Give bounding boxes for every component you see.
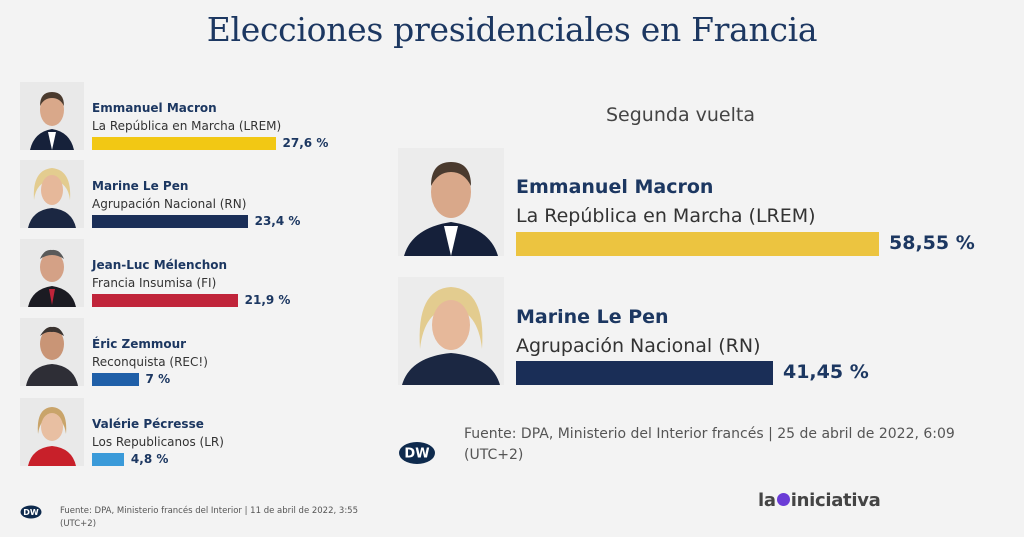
brand-dot-icon — [776, 492, 790, 506]
result-bar — [92, 294, 238, 307]
candidate-party: Reconquista (REC!) — [92, 355, 208, 369]
first-round-candidate: Jean-Luc Mélenchon Francia Insumisa (FI)… — [20, 239, 360, 313]
second-round-party: La República en Marcha (LREM) — [516, 205, 816, 227]
second-round-bar — [516, 361, 773, 385]
candidate-name: Emmanuel Macron — [92, 101, 217, 115]
second-round-name: Marine Le Pen — [516, 306, 669, 328]
second-round-name: Emmanuel Macron — [516, 176, 714, 198]
first-round-candidate: Éric Zemmour Reconquista (REC!) 7 % — [20, 318, 360, 392]
brand-text-pre: la — [758, 490, 776, 511]
result-value: 27,6 % — [282, 136, 329, 150]
result-value: 7 % — [145, 372, 171, 386]
second-round-value: 41,45 % — [782, 361, 869, 383]
result-bar — [92, 373, 139, 386]
candidate-photo — [20, 318, 84, 386]
second-round-source: Fuente: DPA, Ministerio del Interior fra… — [464, 426, 955, 463]
candidate-name: Éric Zemmour — [92, 337, 187, 351]
second-round-party: Agrupación Nacional (RN) — [516, 335, 761, 357]
dw-logo-text: DW — [404, 447, 429, 462]
candidate-photo — [20, 398, 84, 466]
result-bar — [92, 215, 248, 228]
candidate-name: Valérie Pécresse — [92, 417, 204, 431]
brand-logo: la iniciativa — [758, 490, 881, 511]
dw-logo-icon: DW — [20, 504, 42, 519]
second-round-value: 58,55 % — [889, 232, 975, 254]
candidate-party: La República en Marcha (LREM) — [92, 119, 282, 133]
candidate-party: Los Republicanos (LR) — [92, 435, 224, 449]
chart-title: Elecciones presidenciales en Francia — [206, 10, 818, 49]
dw-logo-icon: DW — [398, 441, 436, 465]
candidate-party: Agrupación Nacional (RN) — [92, 197, 247, 211]
candidate-photo — [20, 82, 84, 150]
first-round-source: Fuente: DPA, Ministerio francés del Inte… — [60, 506, 358, 529]
candidate-photo-large — [398, 148, 504, 256]
result-bar — [92, 453, 124, 466]
second-round-bar — [516, 232, 879, 256]
candidate-photo-large — [398, 277, 504, 385]
candidate-name: Jean-Luc Mélenchon — [92, 258, 228, 272]
result-value: 21,9 % — [244, 293, 291, 307]
dw-logo-text: DW — [23, 508, 39, 517]
candidate-photo — [20, 160, 84, 228]
first-round-candidate: Valérie Pécresse Los Republicanos (LR) 4… — [20, 398, 360, 472]
result-value: 23,4 % — [254, 214, 301, 228]
result-value: 4,8 % — [130, 452, 169, 466]
second-round-label: Segunda vuelta — [606, 104, 755, 126]
result-bar — [92, 137, 276, 150]
first-round-candidate: Marine Le Pen Agrupación Nacional (RN) 2… — [20, 160, 360, 234]
candidate-name: Marine Le Pen — [92, 179, 189, 193]
first-round-candidate: Emmanuel Macron La República en Marcha (… — [20, 82, 360, 156]
brand-text-post: iniciativa — [790, 490, 881, 511]
candidate-photo — [20, 239, 84, 307]
candidate-party: Francia Insumisa (FI) — [92, 276, 217, 290]
